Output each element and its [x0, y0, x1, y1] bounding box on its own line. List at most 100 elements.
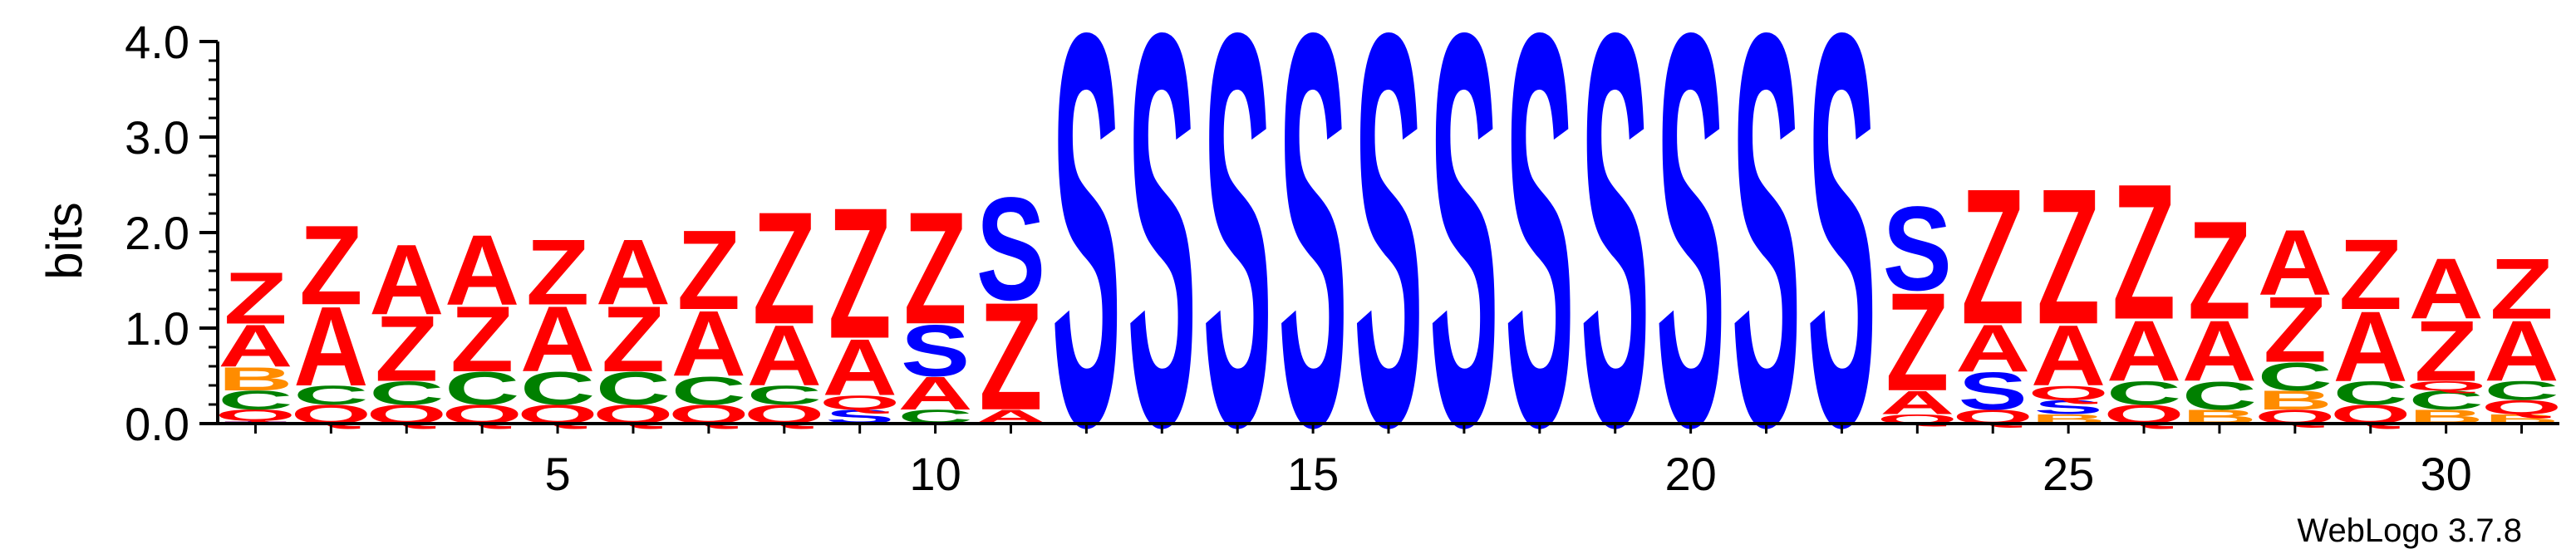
y-axis-ticks: 0.0 1.0 2.0 3.0 4.0: [125, 16, 218, 450]
logo-letter-Z: Z: [2037, 149, 2100, 365]
logo-stack-22: S: [1807, 0, 1876, 542]
x-tick-label: 5: [544, 448, 570, 500]
logo-letter-C: C: [218, 385, 293, 415]
logo-letter-S: S: [1581, 0, 1649, 542]
logo-letter-A: A: [596, 220, 671, 325]
logo-stack-15: S: [1278, 0, 1347, 542]
logo-letter-S: S: [1656, 0, 1725, 542]
logo-letter-C: C: [747, 380, 822, 410]
logo-stack-14: S: [1203, 0, 1272, 542]
logo-letter-Z: Z: [903, 179, 966, 358]
logo-letter-Z: Z: [2415, 303, 2478, 400]
x-tick-label: 30: [2420, 448, 2471, 500]
logo-letter-Z: Z: [450, 287, 514, 391]
logo-letter-A: A: [2258, 210, 2333, 315]
logo-letter-Q: Q: [2406, 378, 2486, 393]
logo-axes: 0.0 1.0 2.0 3.0 4.0 5 10 15 20 25 30 bits WebLogo…: [37, 16, 2559, 549]
logo-letter-C: C: [2258, 354, 2333, 399]
x-tick-label: 15: [1287, 448, 1339, 500]
x-tick-label: 25: [2043, 448, 2094, 500]
logo-letter-Z: Z: [375, 297, 438, 401]
logo-letter-Z: Z: [2188, 193, 2251, 349]
x-axis-ticks: 5 10 15 20 25 30: [253, 424, 2524, 500]
logo-letter-Z: Z: [2264, 277, 2327, 382]
logo-letter-S: S: [1203, 0, 1272, 542]
y-tick-label: 2.0: [125, 207, 189, 259]
logo-letter-A: A: [1880, 384, 1954, 421]
logo-letter-S: S: [1429, 0, 1498, 542]
logo-letter-S: S: [1883, 181, 1952, 316]
logo-letter-Z: Z: [224, 257, 287, 339]
logo-stack-19: S: [1581, 0, 1649, 542]
logo-letter-A: A: [2409, 241, 2484, 337]
logo-letter-Q: Q: [215, 406, 296, 424]
logo-letter-Q: Q: [2481, 396, 2562, 419]
logo-letter-Z: Z: [299, 202, 362, 328]
logo-letter-C: C: [2333, 375, 2408, 412]
logo-stack-12: S: [1052, 0, 1121, 542]
logo-letter-C: C: [2409, 385, 2484, 415]
logo-letter-C: C: [445, 362, 519, 414]
logo-stack-21: S: [1732, 0, 1801, 542]
logo-letter-S: S: [1732, 0, 1801, 542]
y-tick-label: 3.0: [125, 111, 189, 164]
logo-letter-S: S: [1505, 0, 1574, 542]
logo-letter-A: A: [2484, 303, 2559, 400]
logo-letter-C: C: [369, 375, 444, 412]
logo-stacks: TQCBAZQCAZQCZAQCZAQCAZQCZAQCAZQCAZSQAZCA…: [215, 0, 2562, 542]
logo-letter-A: A: [218, 312, 293, 380]
logo-stack-1: TQCBAZ: [215, 257, 296, 424]
logo-letter-A: A: [369, 223, 444, 336]
logo-letter-Z: Z: [602, 287, 665, 391]
logo-letter-S: S: [1278, 0, 1347, 542]
logo-letter-Q: Q: [2028, 382, 2109, 404]
logo-letter-S: S: [976, 168, 1045, 331]
logo-letter-Z: Z: [2490, 241, 2553, 337]
logo-letter-Z: Z: [1961, 149, 2024, 365]
y-axis-label: bits: [37, 202, 92, 279]
logo-letter-S: S: [1354, 0, 1423, 542]
logo-letter-Q: Q: [819, 391, 900, 414]
logo-letter-A: A: [2182, 303, 2257, 400]
logo-letter-C: C: [2484, 376, 2559, 406]
logo-stack-11: AZS: [973, 168, 1048, 442]
logo-letter-C: C: [2182, 373, 2257, 418]
logo-letter-Z: Z: [677, 207, 740, 333]
logo-letter-C: C: [596, 362, 671, 414]
logo-letter-C: C: [520, 362, 595, 414]
logo-letter-Z: Z: [526, 220, 589, 325]
logo-letter-C: C: [671, 369, 746, 414]
logo-stack-17: S: [1429, 0, 1498, 542]
y-tick-label: 0.0: [125, 398, 189, 450]
x-tick-label: 10: [909, 448, 961, 500]
logo-letter-Z: Z: [979, 271, 1042, 442]
logo-letter-A: A: [2031, 308, 2106, 404]
logo-letter-A: A: [445, 213, 519, 326]
y-tick-label: 1.0: [125, 302, 189, 355]
logo-letter-S: S: [2034, 396, 2103, 419]
x-tick-label: 20: [1664, 448, 1716, 500]
logo-letter-A: A: [520, 287, 595, 391]
logo-letter-Z: Z: [828, 168, 892, 377]
logo-stack-20: S: [1656, 0, 1725, 542]
logo-letter-S: S: [1128, 0, 1197, 542]
